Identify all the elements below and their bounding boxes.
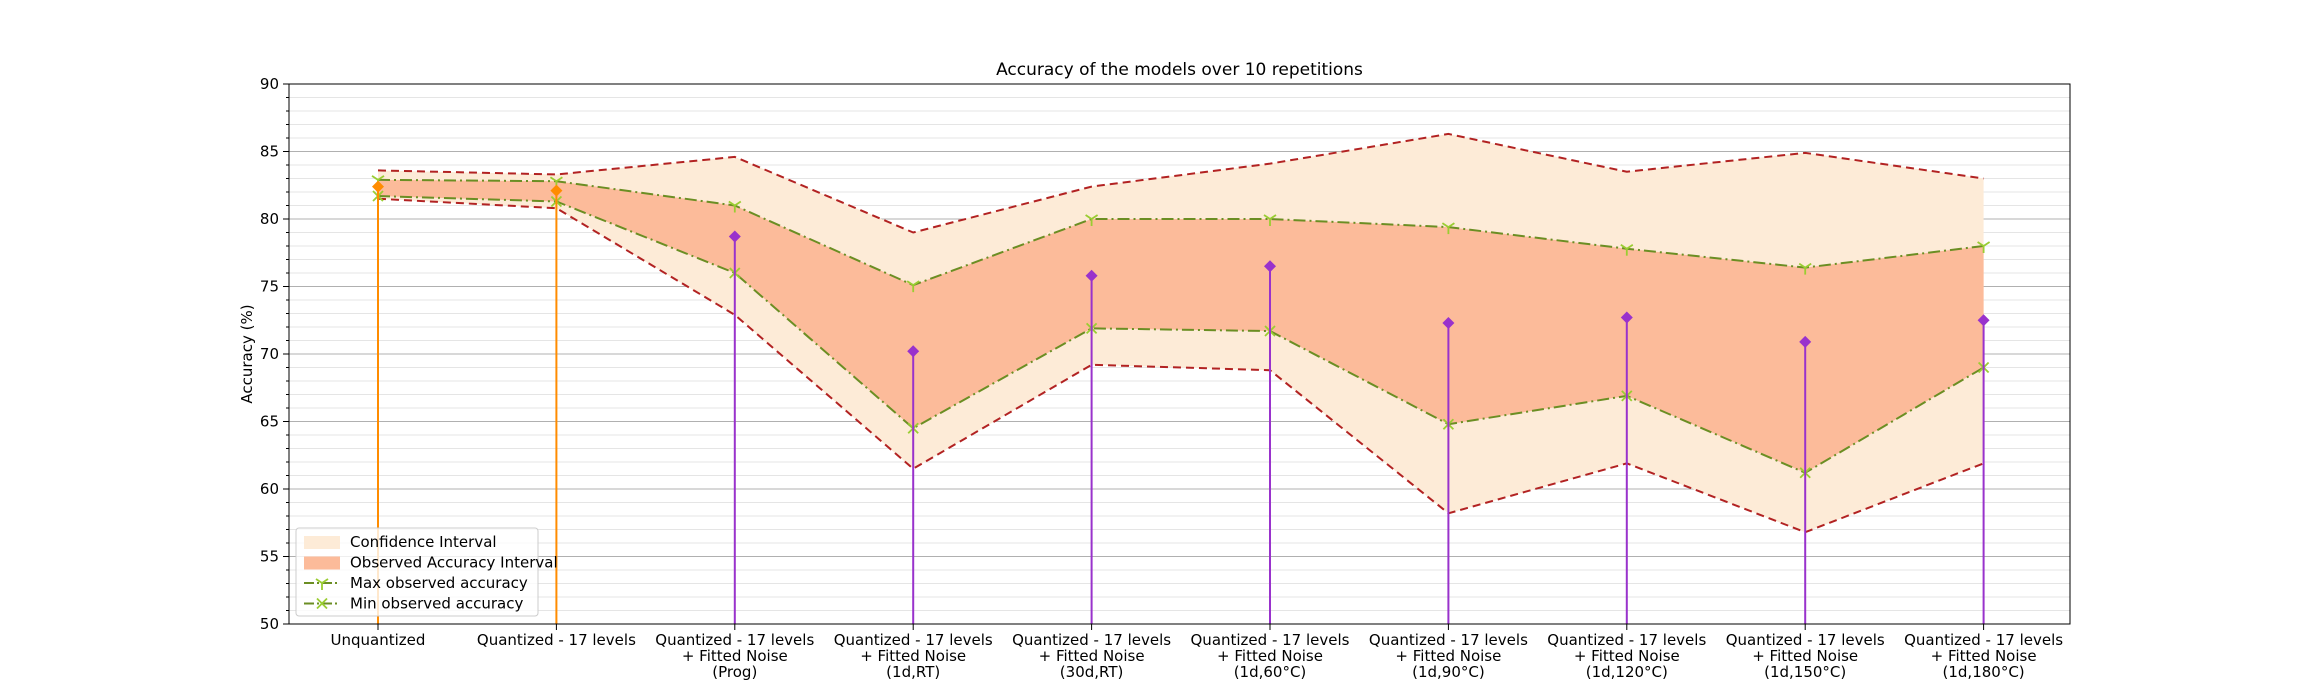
y-tick-label: 55 — [260, 548, 279, 566]
stem-diamond-marker — [1977, 314, 1990, 327]
y-tick-label: 50 — [260, 615, 279, 633]
x-tick-label: Quantized - 17 levels — [1547, 631, 1706, 649]
max-observed-point — [1441, 222, 1455, 235]
y-tick-label: 65 — [260, 413, 279, 431]
x-tick-label: + Fitted Noise — [1039, 647, 1145, 665]
marker-stroke — [315, 578, 323, 584]
marker-stroke — [728, 200, 736, 207]
marker-stroke — [1983, 241, 1991, 247]
marker-stroke — [1441, 222, 1449, 228]
stem-diamond-marker — [907, 345, 920, 358]
marker-stroke — [1447, 222, 1455, 228]
fill-layer — [378, 133, 1984, 533]
max-observed-line — [377, 178, 1984, 287]
tick-layer: 50 55 60 65 70 75 80 85 90 Unquantized Quantized -… — [260, 75, 2063, 681]
x-tick-label: + Fitted Noise — [682, 647, 788, 665]
stem-diamond-marker — [372, 180, 384, 193]
chart-title: Accuracy of the models over 10 repetitio… — [996, 60, 1363, 80]
max-observed-point — [1977, 241, 1991, 253]
legend-label-confidence-interval: Confidence Interval — [350, 533, 497, 551]
marker-stroke — [1977, 241, 1985, 247]
x-tick-label: Quantized - 17 levels — [1012, 631, 1171, 649]
observed-accuracy-area — [378, 179, 1984, 473]
marker-stroke — [906, 280, 914, 286]
x-tick-label: (1d,60°C) — [1234, 663, 1307, 681]
max-observed-point — [1263, 214, 1277, 226]
y-tick-label: 85 — [260, 143, 279, 161]
y-tick-label: 75 — [260, 278, 279, 296]
x-tick-label: (1d,90°C) — [1412, 663, 1485, 681]
max-observed-point — [1798, 262, 1812, 275]
marker-stroke — [377, 175, 385, 181]
x-tick-label: (Prog) — [712, 663, 757, 681]
marker-stroke — [1085, 214, 1093, 220]
legend-box — [295, 527, 539, 617]
stem-diamond-marker — [1620, 311, 1633, 324]
confidence-lower-line — [377, 197, 1984, 534]
x-tick-label: Quantized - 17 levels — [1726, 631, 1885, 649]
x-tick-label: (1d,120°C) — [1586, 663, 1668, 681]
stem-diamond-marker — [1799, 335, 1812, 348]
y-tick-label: 80 — [260, 210, 279, 228]
y-tick-label: 60 — [260, 480, 279, 498]
legend-marker — [315, 578, 329, 590]
marker-stroke — [734, 200, 742, 207]
y-tick-label: 70 — [260, 345, 279, 363]
marker-stroke — [371, 175, 379, 181]
marker-stroke — [316, 597, 328, 610]
stem-diamond-marker — [550, 184, 563, 197]
x-tick-label: + Fitted Noise — [860, 647, 966, 665]
marker-stroke — [321, 578, 329, 584]
stem-diamond-marker — [728, 230, 741, 243]
legend-swatch-observed-interval — [304, 556, 340, 570]
max-observed-point — [1620, 243, 1634, 256]
x-tick-label: + Fitted Noise — [1931, 647, 2037, 665]
max-observed-point — [906, 280, 920, 293]
marker-stroke — [1804, 262, 1812, 269]
x-tick-label: + Fitted Noise — [1217, 647, 1323, 665]
marker-stroke — [1620, 243, 1628, 250]
legend-label-max-observed: Max observed accuracy — [350, 574, 528, 592]
marker-stroke — [1269, 214, 1277, 220]
y-axis-label: Accuracy (%) — [238, 304, 256, 403]
x-tick-label: (1d,RT) — [886, 663, 940, 681]
x-tick-label: (1d,150°C) — [1764, 663, 1846, 681]
legend-swatch-min-observed — [304, 597, 340, 610]
x-tick-label: Quantized - 17 levels — [477, 631, 636, 649]
max-observed-point — [1085, 214, 1099, 226]
max-observed-point — [728, 200, 742, 213]
y-tick-label: 90 — [260, 75, 279, 93]
marker-stroke — [912, 280, 920, 286]
x-tick-label: + Fitted Noise — [1395, 647, 1501, 665]
marker-stroke — [1626, 243, 1634, 250]
legend: Confidence Interval Observed Accuracy In… — [295, 527, 558, 617]
marker-stroke — [1263, 214, 1271, 220]
x-tick-label: Quantized - 17 levels — [1369, 631, 1528, 649]
legend-swatch-max-observed — [304, 578, 340, 590]
marker-stroke — [555, 176, 563, 182]
x-tick-label: Quantized - 17 levels — [834, 631, 993, 649]
x-tick-label: Quantized - 17 levels — [1904, 631, 2063, 649]
x-tick-label: + Fitted Noise — [1752, 647, 1858, 665]
legend-label-min-observed: Min observed accuracy — [350, 595, 523, 613]
min-observed-line — [377, 195, 1985, 474]
x-tick-label: Quantized - 17 levels — [655, 631, 814, 649]
x-tick-label: Unquantized — [331, 631, 426, 649]
x-tick-label: + Fitted Noise — [1574, 647, 1680, 665]
legend-marker — [316, 597, 328, 610]
stem-diamond-marker — [1442, 316, 1455, 329]
legend-swatch-confidence-interval — [304, 536, 340, 549]
marker-stroke — [1798, 262, 1806, 269]
confidence-upper-line — [377, 132, 1984, 234]
stem-diamond-marker — [1264, 260, 1276, 273]
x-tick-label: (30d,RT) — [1060, 663, 1124, 681]
x-tick-label: (1d,180°C) — [1943, 663, 2025, 681]
x-tick-label: Quantized - 17 levels — [1191, 631, 1350, 649]
marker-stroke — [1091, 214, 1099, 220]
stem-diamond-marker — [1085, 269, 1098, 282]
marker-stroke — [549, 176, 557, 182]
legend-label-observed-interval: Observed Accuracy Interval — [350, 554, 558, 572]
